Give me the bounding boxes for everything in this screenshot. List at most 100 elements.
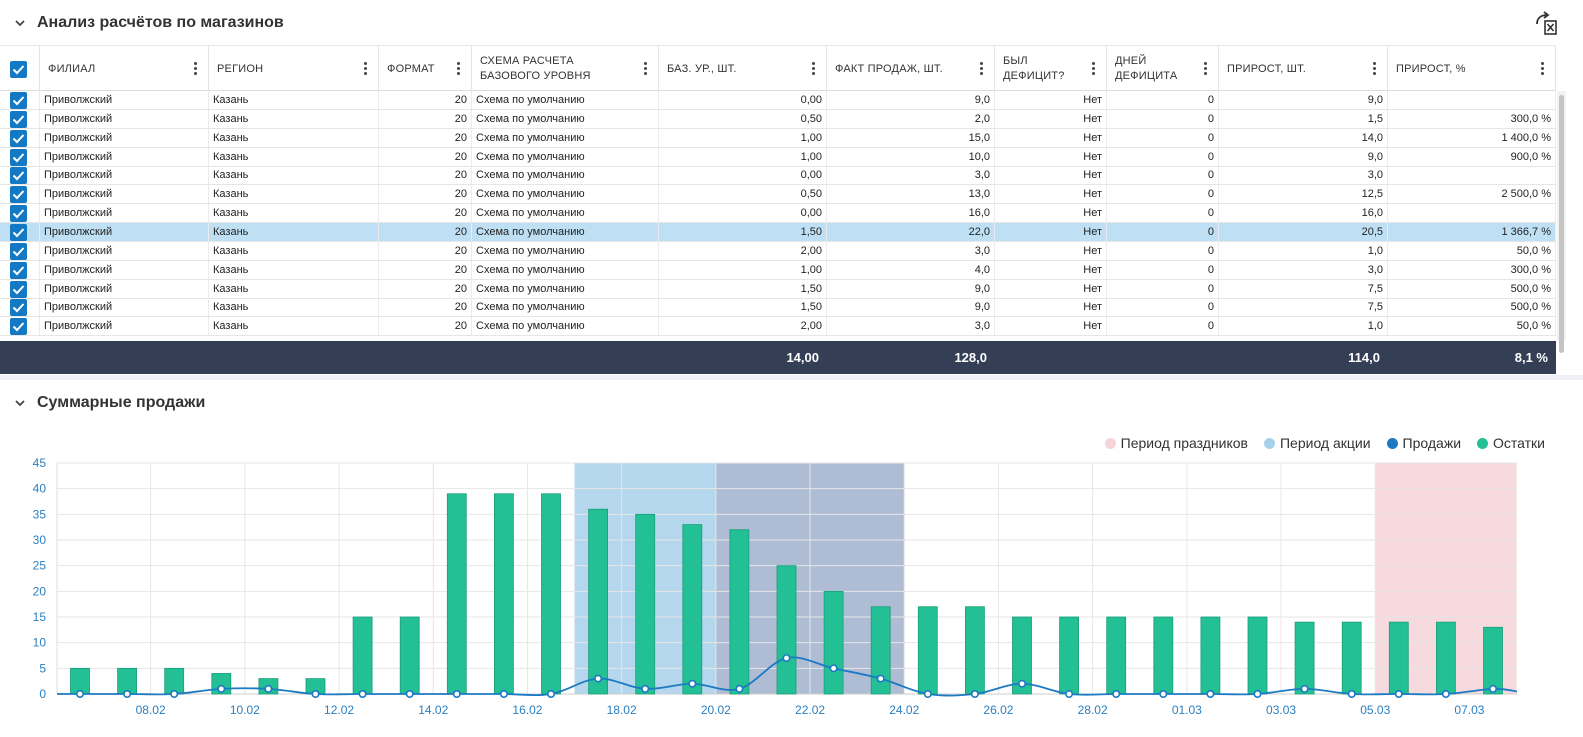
cell-growth_pct: 300,0 % [1388, 260, 1556, 279]
cell-scheme: Схема по умолчанию [472, 147, 659, 166]
more-vertical-icon[interactable] [457, 62, 461, 76]
sales-point [829, 664, 838, 673]
cell-fact: 22,0 [827, 222, 995, 241]
table-row[interactable]: Приволжский Казань 20 Схема по умолчанию 2,0… [0, 241, 1556, 261]
bar-ostatki [1106, 616, 1127, 695]
legend-item[interactable]: Продажи [1386, 435, 1461, 451]
more-vertical-icon[interactable] [364, 62, 368, 76]
cell-base: 1,50 [659, 279, 827, 298]
cell-days: 0 [1107, 147, 1219, 166]
analysis-section-header[interactable]: Анализ расчётов по магазинов [0, 8, 284, 38]
cell-growth_pct: 1 400,0 % [1388, 128, 1556, 147]
legend-marker [1263, 437, 1275, 449]
table-row[interactable]: Приволжский Казань 20 Схема по умолчанию 0,5… [0, 109, 1556, 129]
table-row[interactable]: Приволжский Казань 20 Схема по умолчанию 0,0… [0, 204, 1556, 224]
column-header-deficit[interactable]: БЫЛ ДЕФИЦИТ? [995, 46, 1107, 92]
cell-base: 0,00 [659, 204, 827, 223]
row-checkbox[interactable] [10, 261, 27, 279]
column-header-growth_pct[interactable]: ПРИРОСТ, % [1388, 46, 1556, 92]
section-divider [0, 375, 1583, 380]
row-checkbox[interactable] [10, 205, 27, 223]
grid-body[interactable]: Приволжский Казань 20 Схема по умолчанию 0,0… [0, 91, 1556, 340]
more-vertical-icon[interactable] [1204, 62, 1208, 76]
more-vertical-icon[interactable] [1373, 62, 1377, 76]
table-row[interactable]: Приволжский Казань 20 Схема по умолчанию 1,5… [0, 222, 1556, 242]
cell-scheme: Схема по умолчанию [472, 241, 659, 260]
table-row[interactable]: Приволжский Казань 20 Схема по умолчанию 1,0… [0, 128, 1556, 148]
column-header-label: ФАКТ ПРОДАЖ, ШТ. [835, 62, 943, 75]
row-checkbox[interactable] [10, 148, 27, 166]
row-checkbox[interactable] [10, 299, 27, 317]
cell-deficit: Нет [995, 204, 1107, 223]
row-checkbox[interactable] [10, 129, 27, 147]
row-checkbox[interactable] [10, 280, 27, 298]
table-row[interactable]: Приволжский Казань 20 Схема по умолчанию 1,0… [0, 260, 1556, 280]
column-header-scheme[interactable]: СХЕМА РАСЧЕТА БАЗОВОГО УРОВНЯ [472, 46, 659, 92]
more-vertical-icon[interactable] [1541, 62, 1545, 76]
more-vertical-icon[interactable] [1092, 62, 1096, 76]
table-row[interactable]: Приволжский Казань 20 Схема по умолчанию 0,0… [0, 166, 1556, 186]
x-tick-label: 14.02 [418, 703, 448, 717]
sales-point [1112, 690, 1121, 699]
column-header-days[interactable]: ДНЕЙ ДЕФИЦИТА [1107, 46, 1219, 92]
chevron-down-icon[interactable] [13, 16, 27, 30]
row-checkbox[interactable] [10, 110, 27, 128]
column-header-fact[interactable]: ФАКТ ПРОДАЖ, ШТ. [827, 46, 995, 92]
cell-scheme: Схема по умолчанию [472, 298, 659, 317]
row-checkbox[interactable] [10, 242, 27, 260]
more-vertical-icon[interactable] [812, 62, 816, 76]
select-all-checkbox[interactable] [10, 61, 27, 78]
row-checkbox[interactable] [10, 186, 27, 204]
cell-format: 20 [379, 128, 472, 147]
column-header-region[interactable]: РЕГИОН [209, 46, 379, 92]
checkbox-cell [0, 204, 40, 223]
table-row[interactable]: Приволжский Казань 20 Схема по умолчанию 1,0… [0, 147, 1556, 167]
row-checkbox[interactable] [10, 167, 27, 185]
sales-point [923, 690, 932, 699]
bar-ostatki [1341, 621, 1362, 695]
chart-legend: Период праздников Период акции Продажи Оста… [1089, 435, 1545, 451]
row-checkbox[interactable] [10, 92, 27, 109]
cell-base: 0,50 [659, 109, 827, 128]
sales-point [970, 690, 979, 699]
cell-fact: 10,0 [827, 147, 995, 166]
cell-base: 1,00 [659, 260, 827, 279]
row-checkbox[interactable] [10, 223, 27, 241]
legend-label: Остатки [1493, 435, 1545, 451]
column-header-growth[interactable]: ПРИРОСТ, ШТ. [1219, 46, 1388, 92]
row-checkbox[interactable] [10, 318, 27, 336]
more-vertical-icon[interactable] [194, 62, 198, 76]
cell-scheme: Схема по умолчанию [472, 222, 659, 241]
column-header-format[interactable]: ФОРМАТ [379, 46, 472, 92]
column-header-base[interactable]: БАЗ. УР., ШТ. [659, 46, 827, 92]
y-tick-label: 30 [33, 533, 47, 547]
bar-ostatki [541, 493, 561, 695]
column-header-filial[interactable]: ФИЛИАЛ [40, 46, 209, 92]
more-vertical-icon[interactable] [980, 62, 984, 76]
cell-growth_pct: 50,0 % [1388, 317, 1556, 336]
table-row[interactable]: Приволжский Казань 20 Схема по умолчанию 0,0… [0, 91, 1556, 110]
cell-region: Казань [209, 166, 379, 185]
scrollbar-thumb[interactable] [1559, 95, 1564, 353]
table-row[interactable]: Приволжский Казань 20 Схема по умолчанию 1,5… [0, 279, 1556, 299]
sales-point [1441, 690, 1450, 699]
legend-item[interactable]: Остатки [1477, 435, 1545, 451]
cell-filial: Приволжский [40, 128, 209, 147]
excel-export-icon[interactable] [1533, 10, 1559, 36]
cell-format: 20 [379, 298, 472, 317]
chevron-down-icon[interactable] [13, 396, 27, 410]
y-tick-label: 20 [33, 584, 47, 598]
legend-item[interactable]: Период праздников [1104, 435, 1248, 451]
table-row[interactable]: Приволжский Казань 20 Схема по умолчанию 2,0… [0, 317, 1556, 337]
table-row[interactable]: Приволжский Казань 20 Схема по умолчанию 0,5… [0, 185, 1556, 205]
more-vertical-icon[interactable] [644, 62, 648, 76]
cell-deficit: Нет [995, 317, 1107, 336]
table-row[interactable]: Приволжский Казань 20 Схема по умолчанию 1,5… [0, 298, 1556, 318]
legend-item[interactable]: Период акции [1263, 435, 1371, 451]
sales-point [264, 684, 273, 693]
sales-section-header[interactable]: Суммарные продажи [0, 388, 205, 418]
cell-growth: 12,5 [1219, 185, 1388, 204]
cell-region: Казань [209, 317, 379, 336]
cell-format: 20 [379, 317, 472, 336]
cell-region: Казань [209, 222, 379, 241]
